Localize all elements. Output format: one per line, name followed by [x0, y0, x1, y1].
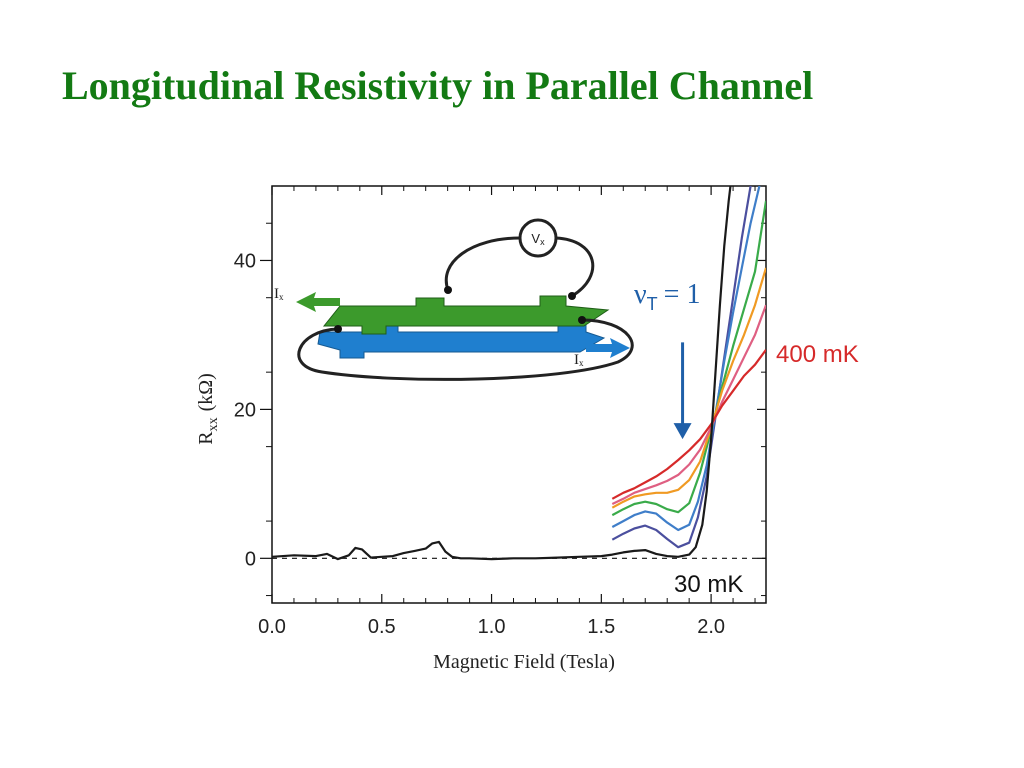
- device-schematic-inset: Vx Ix Ix: [274, 218, 634, 381]
- current-label-right-sub: x: [579, 358, 584, 368]
- series-line: [611, 304, 766, 505]
- current-loop-wire: [297, 318, 634, 381]
- y-tick-label: 40: [234, 250, 256, 272]
- y-axis-label-unit: (kΩ): [195, 373, 217, 411]
- current-label-left-sub: x: [279, 292, 284, 302]
- series-line: [611, 200, 766, 517]
- nu-label-sub: T: [647, 294, 658, 314]
- y-axis-label-sub: xx: [206, 417, 221, 431]
- y-axis-label: Rxx (kΩ): [195, 373, 221, 445]
- voltmeter-label: Vx: [531, 231, 545, 247]
- x-tick-label: 2.0: [697, 616, 725, 638]
- current-label-right: Ix: [574, 352, 584, 368]
- y-tick-label: 20: [234, 399, 256, 421]
- current-label-left-main: I: [274, 286, 279, 302]
- x-tick-label: 1.0: [478, 616, 506, 638]
- voltmeter-wire: [444, 236, 595, 298]
- data-layer: [272, 186, 766, 561]
- y-axis-label-main: R: [195, 431, 217, 445]
- voltmeter-label-main: V: [531, 231, 540, 246]
- series-line: [611, 186, 752, 549]
- nu-arrow-head-icon: [673, 423, 692, 440]
- y-tick-label: 0: [245, 548, 256, 570]
- current-out-arrow-icon: [586, 338, 630, 358]
- slide-title: Longitudinal Resistivity in Parallel Cha…: [62, 63, 814, 108]
- current-label-left: Ix: [274, 286, 284, 302]
- high-temp-label: 400 mK: [776, 341, 859, 368]
- inset-contact-dot: [334, 325, 342, 333]
- inset-contact-dot: [444, 286, 452, 294]
- nu-arrow: [673, 342, 692, 440]
- low-temp-label: 30 mK: [674, 571, 743, 598]
- series-line: [611, 186, 761, 532]
- nu-label-rest: = 1: [664, 279, 701, 310]
- inset-bottom-layer: [317, 321, 606, 359]
- series-line: [611, 267, 766, 509]
- x-axis-label: Magnetic Field (Tesla): [433, 651, 615, 673]
- inset-contact-dot: [568, 292, 576, 300]
- series-line: [272, 186, 732, 561]
- voltmeter-circle: [518, 218, 558, 258]
- current-label-right-main: I: [574, 352, 579, 368]
- inset-top-layer: [322, 295, 610, 335]
- x-tick-label: 1.5: [587, 616, 615, 638]
- x-tick-label: 0.5: [368, 616, 396, 638]
- svg-text:Rxx(kΩ): Rxx (kΩ): [195, 373, 221, 445]
- plot-frame: [271, 185, 767, 604]
- nu-label-symbol: ν: [634, 279, 647, 310]
- axes-layer: 0.0 0.5 1.0 1.5 2.0 0 20 40: [234, 185, 767, 638]
- series-line: [611, 349, 766, 500]
- nu-label: νT = 1: [634, 279, 700, 314]
- current-in-arrow-icon: [296, 292, 340, 312]
- inset-contact-dot: [578, 316, 586, 324]
- x-tick-label: 0.0: [258, 616, 286, 638]
- voltmeter-label-sub: x: [540, 237, 545, 247]
